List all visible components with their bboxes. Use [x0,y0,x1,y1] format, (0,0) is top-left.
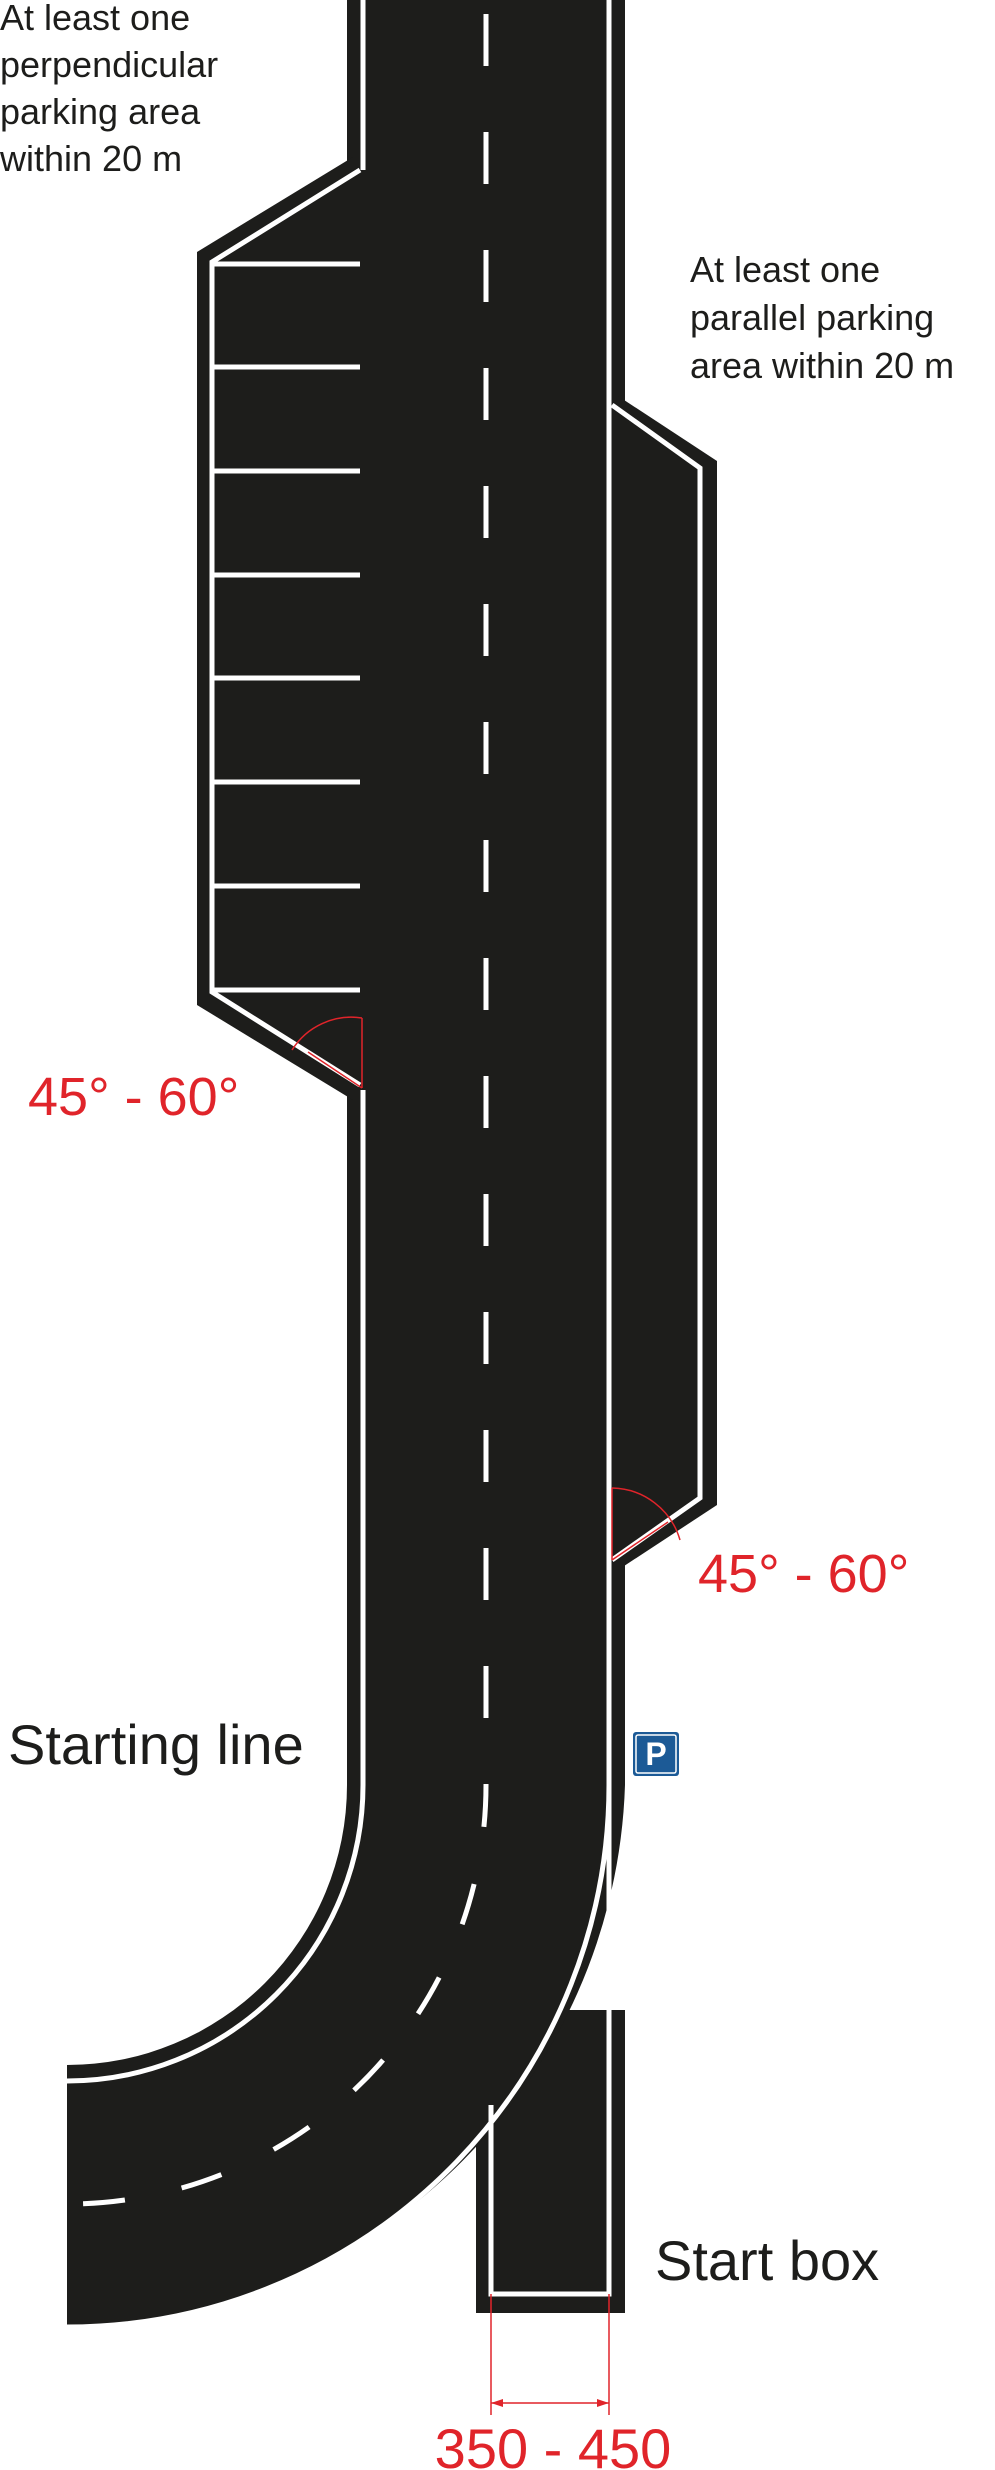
perpendicular-label-line: perpendicular [0,44,218,85]
perpendicular-bay-outline [209,167,362,1088]
angle-arc-lower [611,1487,681,1541]
parallel-label-line: area within 20 m [690,345,954,386]
starting-line-label: Starting line [8,1713,304,1776]
angle-label-lower: 45° - 60° [698,1544,909,1604]
angle-arc-upper [291,1016,363,1051]
start-box-label: Start box [655,2229,879,2292]
parallel-label-line: At least one [690,249,880,290]
perpendicular-parking-label: At least one perpendicular parking area … [0,0,218,179]
perpendicular-parking-bay [197,157,353,1100]
curve-inner-edge-line [66,1784,366,2084]
parallel-bay-outline [610,402,703,1563]
width-range-label: 350 - 450 [435,2417,672,2470]
perpendicular-label-line: parking area [0,91,201,132]
dimension-annotations [291,1016,681,2415]
parking-sign: P [633,1732,679,1776]
road-markings [66,0,703,2330]
angle-reference-line [307,1051,363,1089]
parking-sign-plate [633,1732,679,1776]
perpendicular-label-line: within 20 m [0,138,182,179]
curve-outer-edge-line [66,1784,612,2330]
curved-road [67,1785,625,2325]
dimension-arrow [491,2399,503,2407]
start-box-outline [488,1785,612,2297]
perpendicular-label-line: At least one [0,0,190,38]
parking-sign-letter: P [645,1736,666,1772]
center-dashed-curve [66,1784,489,2207]
dimension-arrow [597,2399,609,2407]
angle-reference-line [611,1521,669,1561]
angle-label-upper: 45° - 60° [28,1067,239,1127]
parallel-label-line: parallel parking [690,297,934,338]
parallel-parking-label: At least one parallel parking area withi… [690,249,954,386]
road-surface [67,0,717,2325]
parallel-parking-bay [618,396,717,1570]
